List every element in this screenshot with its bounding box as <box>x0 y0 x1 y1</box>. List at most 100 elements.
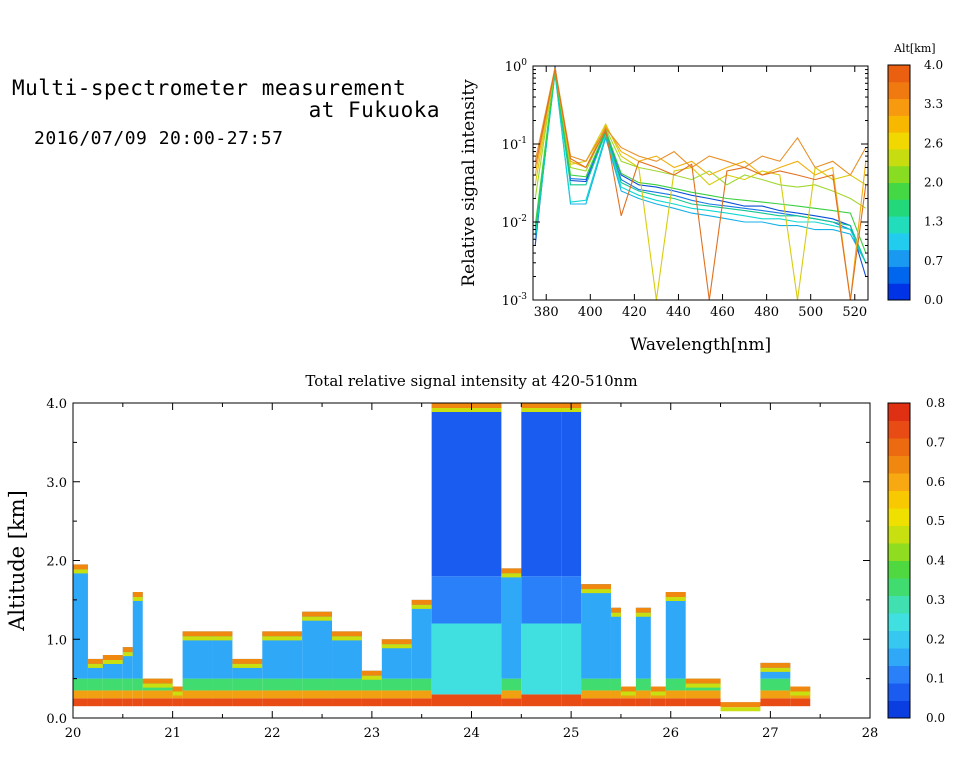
altitude-colorbar-tick-label: 4.0 <box>924 58 943 72</box>
spectrum-x-axis-label: Wavelength[nm] <box>630 335 771 355</box>
heatmap-cell-band <box>132 592 143 679</box>
spectrum-x-tick-label: 460 <box>710 305 735 320</box>
heatmap-cloud-edge <box>212 631 233 637</box>
heatmap-cloud-edge <box>411 599 432 605</box>
spectrum-plot: 10-3 10-2 10-1 100 <box>502 58 869 309</box>
heatmap-cell-band <box>332 690 362 699</box>
spectrum-series-line <box>534 72 867 264</box>
altitude-colorbar-swatch <box>888 266 910 284</box>
heatmap-cloud-edge <box>665 597 686 601</box>
heatmap-cell-band <box>102 698 123 707</box>
heatmap-cell-band <box>501 568 522 679</box>
heatmap-cell-band <box>332 698 362 707</box>
heatmap-cell-band <box>561 694 582 707</box>
heatmap-cell-band <box>431 576 472 624</box>
heatmap-x-tick-label: 27 <box>762 726 779 741</box>
spectrum-y-axis-label: Relative signal intensity <box>459 79 479 287</box>
intensity-colorbar-tick-label: 0.1 <box>926 672 945 686</box>
heatmap-cloud-edge <box>431 403 472 408</box>
heatmap-cloud-edge <box>635 612 651 617</box>
spectrum-series-line <box>534 73 867 264</box>
heatmap-cell-band <box>361 678 382 691</box>
heatmap-cell-band <box>73 678 88 691</box>
heatmap-cell-band <box>665 678 686 691</box>
heatmap-cloud-edge <box>790 686 811 692</box>
heatmap-cell-band <box>87 690 103 699</box>
altitude-colorbar-swatch <box>888 81 910 100</box>
intensity-colorbar-swatch <box>888 700 910 719</box>
heatmap-cell-band <box>73 698 88 707</box>
heatmap-cloud-edge <box>720 707 761 712</box>
intensity-colorbar-swatch <box>888 560 910 579</box>
heatmap-cloud-edge <box>262 631 303 637</box>
heatmap-cloud-edge <box>361 675 382 680</box>
heatmap-cloud-edge <box>685 683 721 688</box>
heatmap-cell-band <box>521 623 562 695</box>
heatmap-cloud-edge <box>635 607 651 613</box>
altitude-colorbar-swatch <box>888 232 910 251</box>
heatmap-cell-band <box>521 410 562 577</box>
heatmap-cloud-edge <box>302 611 333 617</box>
heatmap-cell-band <box>685 698 721 707</box>
heatmap-cell-band <box>212 698 233 707</box>
intensity-colorbar-swatch <box>888 403 910 421</box>
heatmap-cloud-edge <box>232 663 263 668</box>
heatmap-cloud-edge <box>720 702 761 708</box>
altitude-colorbar-swatch <box>888 182 910 200</box>
altitude-colorbar-tick-label: 3.3 <box>924 97 943 111</box>
heatmap-cell-band <box>262 678 303 691</box>
heatmap-cell-band <box>561 623 582 695</box>
intensity-colorbar-tick-label: 0.2 <box>926 632 945 646</box>
altitude-colorbar-swatch <box>888 283 910 301</box>
figure-title-line1: Multi-spectrometer measurement <box>12 76 407 100</box>
heatmap-cloud-edge <box>182 631 213 637</box>
intensity-colorbar <box>887 402 911 719</box>
heatmap-cell-band <box>102 690 123 699</box>
spectrum-x-tick-label: 380 <box>534 305 559 320</box>
spectrum-x-tick-label: 520 <box>842 305 867 320</box>
heatmap-cell-band <box>635 678 651 691</box>
heatmap-cell-band <box>431 694 472 707</box>
heatmap-cell-band <box>232 698 263 707</box>
heatmap-cloud-edge <box>212 636 233 641</box>
heatmap-cloud-edge <box>521 408 562 412</box>
heatmap-cloud-edge <box>172 686 183 692</box>
intensity-colorbar-swatch <box>888 683 910 701</box>
heatmap-cell-band <box>232 690 263 699</box>
spectrum-x-tick-label: 420 <box>622 305 647 320</box>
altitude-colorbar-frame <box>887 64 911 301</box>
heatmap-cell-band <box>581 698 611 707</box>
heatmap-cloud-edge <box>102 655 123 660</box>
heatmap-cell-band <box>73 564 88 679</box>
heatmap-cell-band <box>561 576 582 624</box>
heatmap-x-tick-label: 28 <box>862 726 879 741</box>
heatmap-cell-band <box>790 698 811 707</box>
heatmap-cell-band <box>122 698 133 707</box>
figure-title-line2: at Fukuoka <box>308 98 440 122</box>
heatmap-cloud-edge <box>581 584 611 590</box>
heatmap-cloud-edge <box>142 678 173 684</box>
heatmap-cloud-edge <box>381 644 412 649</box>
heatmap-cell-band <box>635 698 651 707</box>
heatmap-cloud-edge <box>650 691 666 696</box>
spectrum-y-tick-label: 10-2 <box>502 214 527 231</box>
heatmap-cell-band <box>411 698 432 707</box>
heatmap-plot <box>72 402 871 719</box>
heatmap-cell-band <box>142 698 173 707</box>
heatmap-x-tick-label: 26 <box>662 726 679 741</box>
heatmap-cell-band <box>471 623 502 695</box>
heatmap-y-tick-label: 3.0 <box>46 476 67 491</box>
heatmap-cell-band <box>760 698 791 707</box>
intensity-colorbar-swatch <box>888 473 910 491</box>
spectrum-series-line <box>534 69 867 254</box>
heatmap-y-tick-label: 4.0 <box>46 397 67 412</box>
heatmap-cell-band <box>302 698 333 707</box>
altitude-colorbar-swatch <box>888 98 910 116</box>
heatmap-x-tick-label: 24 <box>463 726 480 741</box>
heatmap-cloud-edge <box>760 662 791 668</box>
heatmap-cloud-edge <box>361 670 382 676</box>
intensity-colorbar-tick-label: 0.7 <box>926 435 945 449</box>
heatmap-x-tick-label: 25 <box>563 726 580 741</box>
heatmap-cell-band <box>122 647 133 679</box>
heatmap-cell-band <box>650 698 666 707</box>
